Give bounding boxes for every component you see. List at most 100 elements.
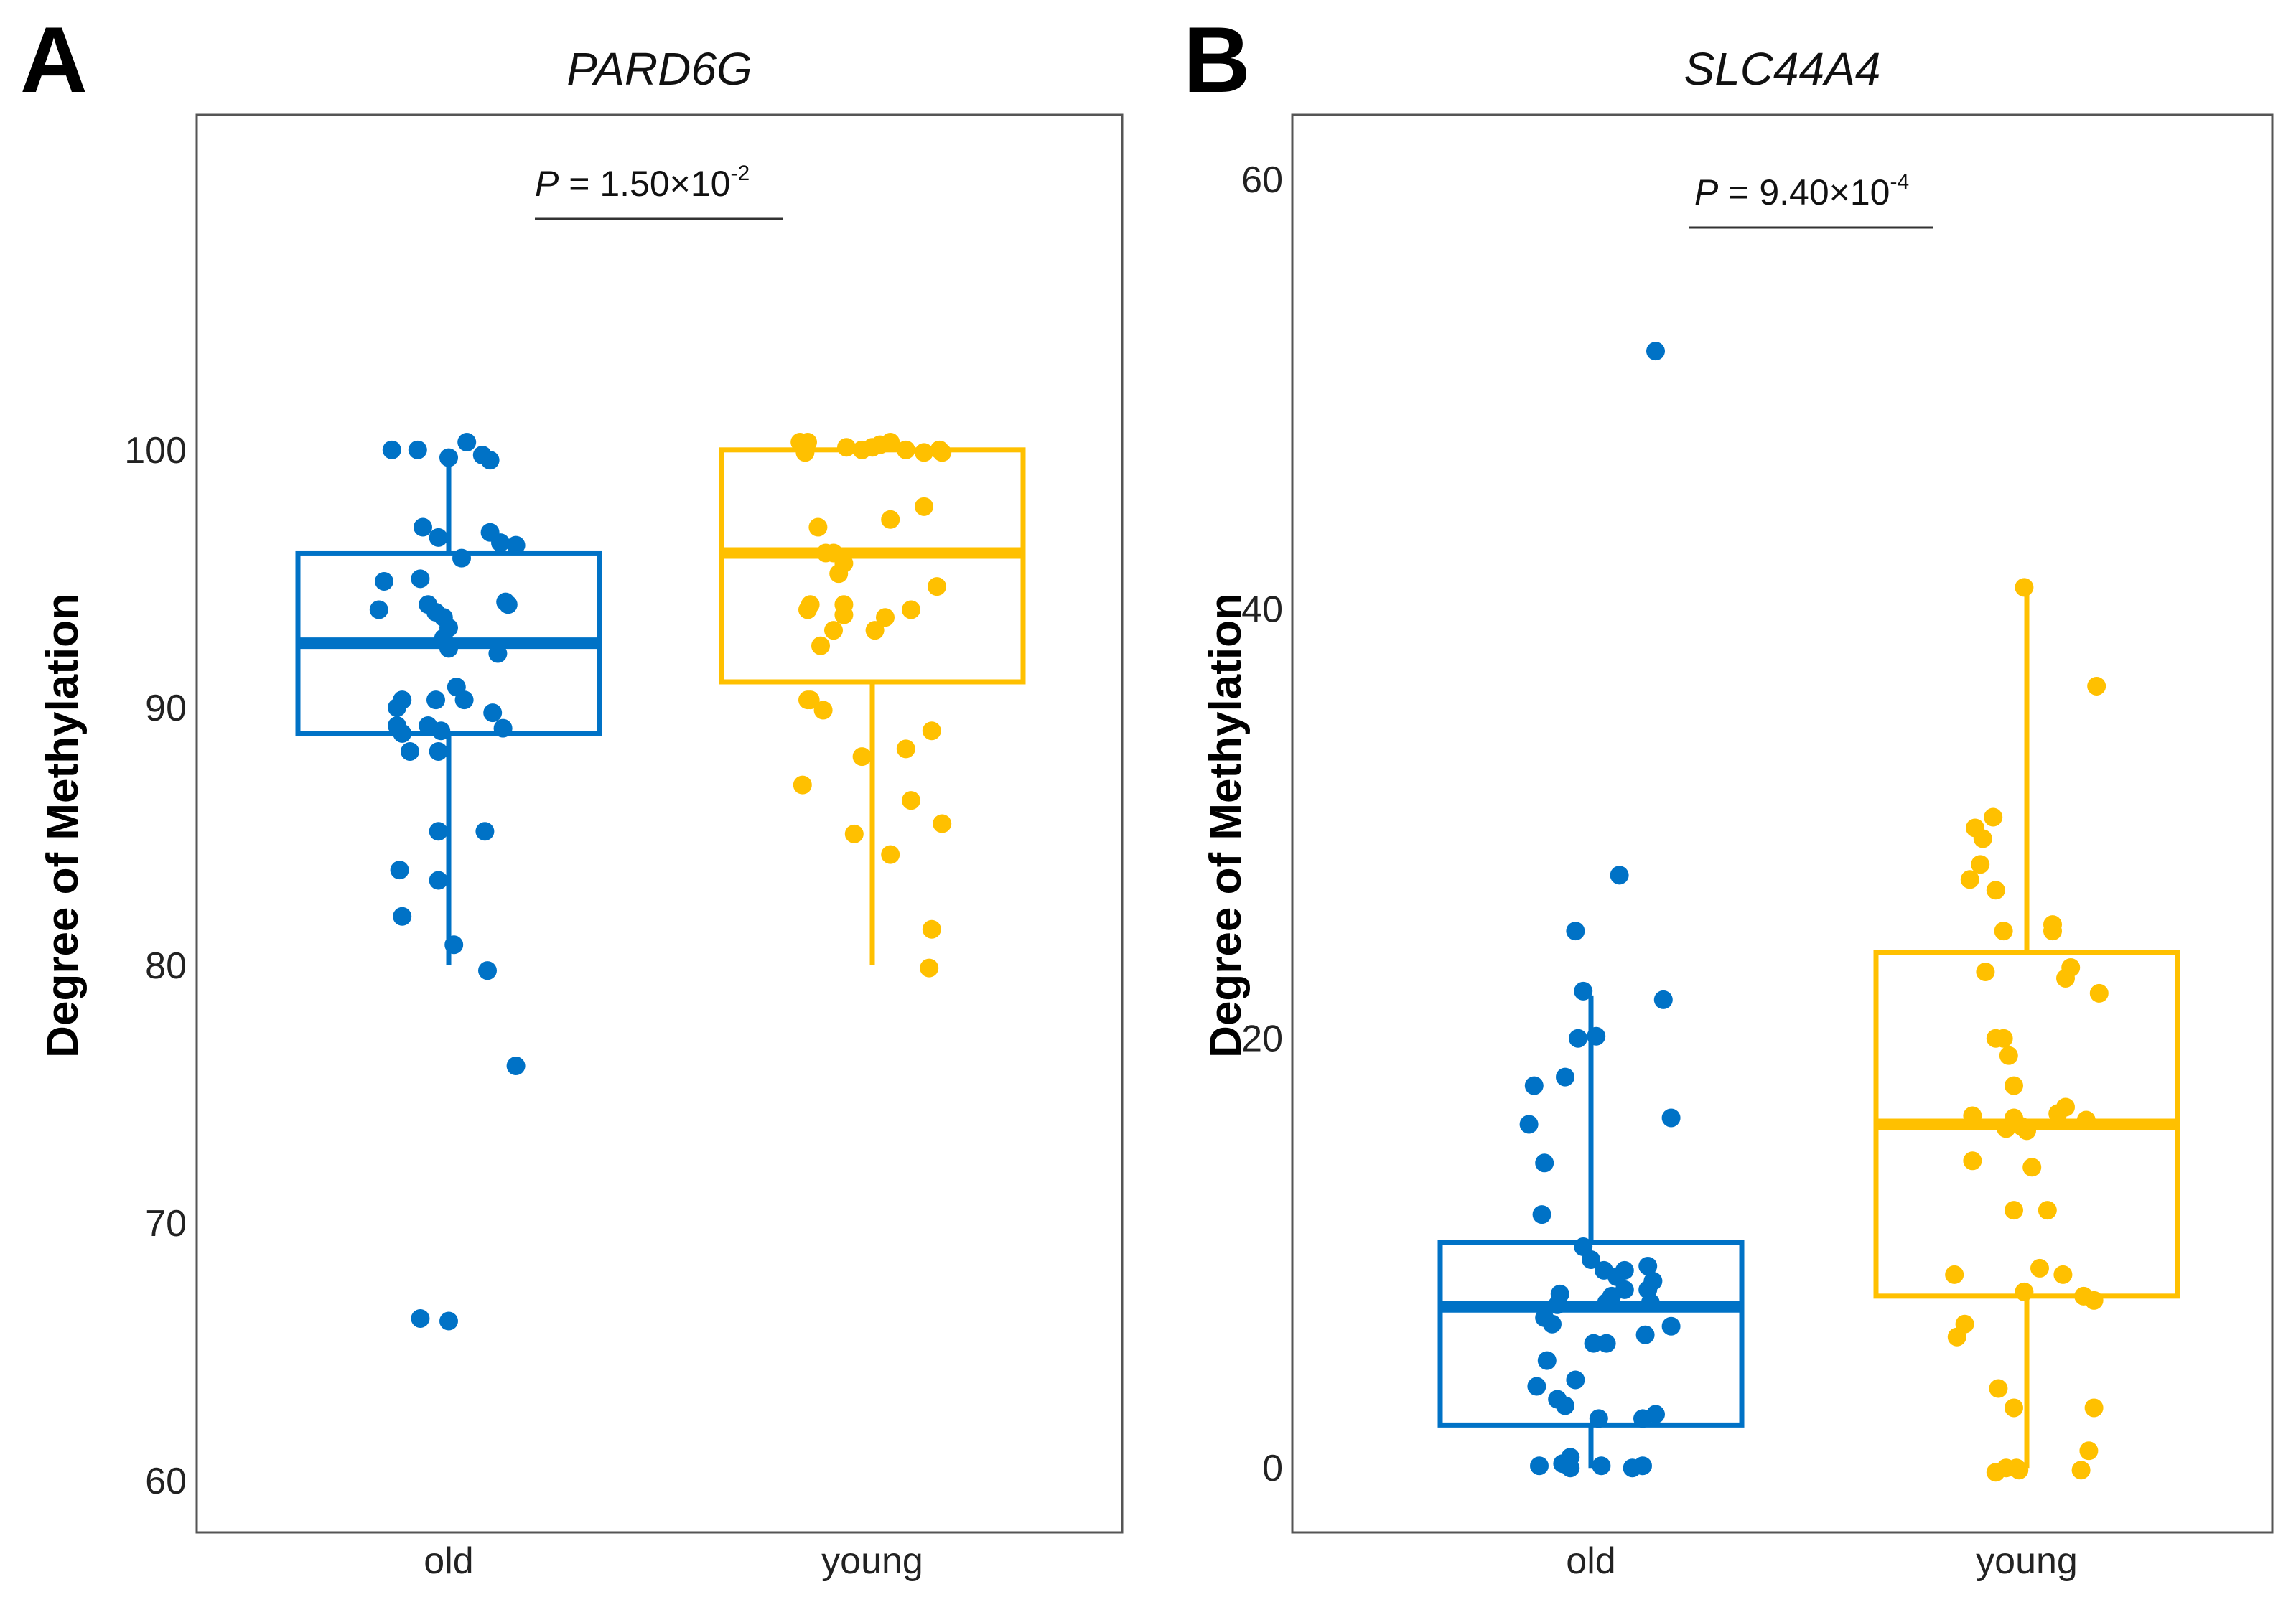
data-point bbox=[491, 533, 510, 553]
data-point bbox=[1584, 1334, 1603, 1353]
y-tick-label: 90 bbox=[145, 688, 187, 729]
data-point bbox=[1973, 829, 1992, 848]
y-tick-label: 60 bbox=[1241, 159, 1283, 201]
data-point bbox=[388, 698, 406, 717]
points-young bbox=[1945, 578, 2109, 1482]
data-point bbox=[2030, 1258, 2049, 1278]
data-point bbox=[369, 600, 388, 619]
box-old bbox=[1437, 995, 1745, 1469]
box-iqr bbox=[1437, 1240, 1745, 1428]
data-point bbox=[813, 701, 833, 720]
data-point bbox=[902, 600, 920, 619]
data-point bbox=[1945, 1265, 1964, 1284]
data-point bbox=[1963, 1151, 1982, 1171]
chart-title: PARD6G bbox=[566, 43, 752, 95]
panel-B: B SLC44A4 0 20 40 60 Degree of Methylation old y… bbox=[1183, 7, 2274, 1582]
data-point bbox=[1989, 1379, 2008, 1398]
data-point bbox=[1661, 1108, 1681, 1128]
data-point bbox=[1556, 1396, 1574, 1415]
data-point bbox=[1556, 1067, 1574, 1087]
data-point bbox=[439, 1311, 458, 1331]
p-value-text: = 9.40×10 bbox=[1718, 172, 1890, 212]
box-iqr bbox=[719, 447, 1026, 685]
panel-letter: B bbox=[1183, 7, 1251, 112]
data-point bbox=[457, 433, 477, 452]
data-point bbox=[881, 510, 900, 529]
p-value-exponent: -2 bbox=[730, 161, 750, 185]
data-point bbox=[1960, 870, 1979, 889]
data-point bbox=[375, 571, 393, 591]
chart-title: SLC44A4 bbox=[1684, 43, 1881, 95]
data-point bbox=[865, 621, 885, 640]
data-point bbox=[1592, 1456, 1611, 1476]
data-point bbox=[478, 961, 497, 980]
y-tick-label: 80 bbox=[145, 945, 187, 987]
data-point bbox=[1976, 962, 1995, 981]
data-point bbox=[876, 608, 895, 627]
y-tick-label: 40 bbox=[1241, 589, 1283, 630]
data-point bbox=[2048, 1104, 2068, 1123]
y-axis-label: Degree of Methylation bbox=[1201, 593, 1251, 1058]
data-point bbox=[1963, 1106, 1982, 1125]
data-point bbox=[2071, 1461, 2091, 1480]
data-point bbox=[1971, 855, 1990, 874]
data-point bbox=[411, 569, 430, 589]
plot-frame bbox=[1291, 113, 2274, 1534]
data-point bbox=[1999, 1046, 2018, 1065]
data-point bbox=[2053, 1265, 2073, 1284]
data-point bbox=[844, 824, 864, 843]
x-tick-label: old bbox=[424, 1540, 473, 1582]
data-point bbox=[382, 440, 401, 459]
data-point bbox=[1597, 1293, 1616, 1312]
data-point bbox=[902, 791, 920, 810]
data-point bbox=[2017, 1121, 2036, 1141]
data-point bbox=[2079, 1441, 2099, 1461]
x-tick-label: young bbox=[1976, 1540, 2078, 1582]
data-point bbox=[2005, 1076, 2023, 1095]
points-young bbox=[790, 433, 952, 978]
data-point bbox=[429, 871, 448, 890]
points-old bbox=[1519, 342, 1681, 1478]
data-point bbox=[1997, 1119, 2016, 1138]
data-point bbox=[808, 517, 828, 537]
data-point bbox=[498, 595, 518, 614]
data-point bbox=[1532, 1205, 1551, 1224]
p-value-prefix: P bbox=[535, 164, 559, 204]
data-point bbox=[1615, 1280, 1634, 1299]
data-point bbox=[1661, 1316, 1681, 1336]
data-point bbox=[1566, 922, 1585, 941]
data-point bbox=[488, 644, 508, 663]
data-point bbox=[1610, 866, 1629, 885]
data-point bbox=[824, 621, 843, 640]
data-point bbox=[493, 718, 513, 738]
data-point bbox=[1548, 1295, 1567, 1314]
data-point bbox=[1530, 1456, 1549, 1476]
data-point bbox=[1641, 1293, 1660, 1312]
data-point bbox=[922, 721, 941, 741]
y-tick-label: 60 bbox=[145, 1461, 187, 1502]
data-point bbox=[2038, 1201, 2057, 1220]
panel-letter: A bbox=[20, 7, 88, 112]
data-point bbox=[475, 822, 495, 841]
data-point bbox=[2089, 983, 2109, 1003]
data-point bbox=[795, 443, 815, 462]
data-point bbox=[793, 775, 812, 795]
data-point bbox=[2084, 1291, 2104, 1310]
data-point bbox=[408, 440, 427, 459]
data-point bbox=[444, 935, 464, 955]
data-point bbox=[1984, 807, 2003, 827]
data-point bbox=[1561, 1458, 1580, 1478]
data-point bbox=[2010, 1461, 2029, 1480]
data-point bbox=[896, 440, 915, 459]
data-point bbox=[431, 721, 451, 741]
points-old bbox=[369, 433, 526, 1331]
data-point bbox=[1582, 1250, 1600, 1269]
data-point bbox=[1635, 1325, 1655, 1344]
data-point bbox=[881, 433, 900, 452]
data-point bbox=[429, 528, 448, 547]
data-point bbox=[1589, 1409, 1608, 1428]
data-point bbox=[798, 600, 817, 619]
data-point bbox=[1646, 342, 1665, 361]
data-point bbox=[798, 690, 817, 710]
